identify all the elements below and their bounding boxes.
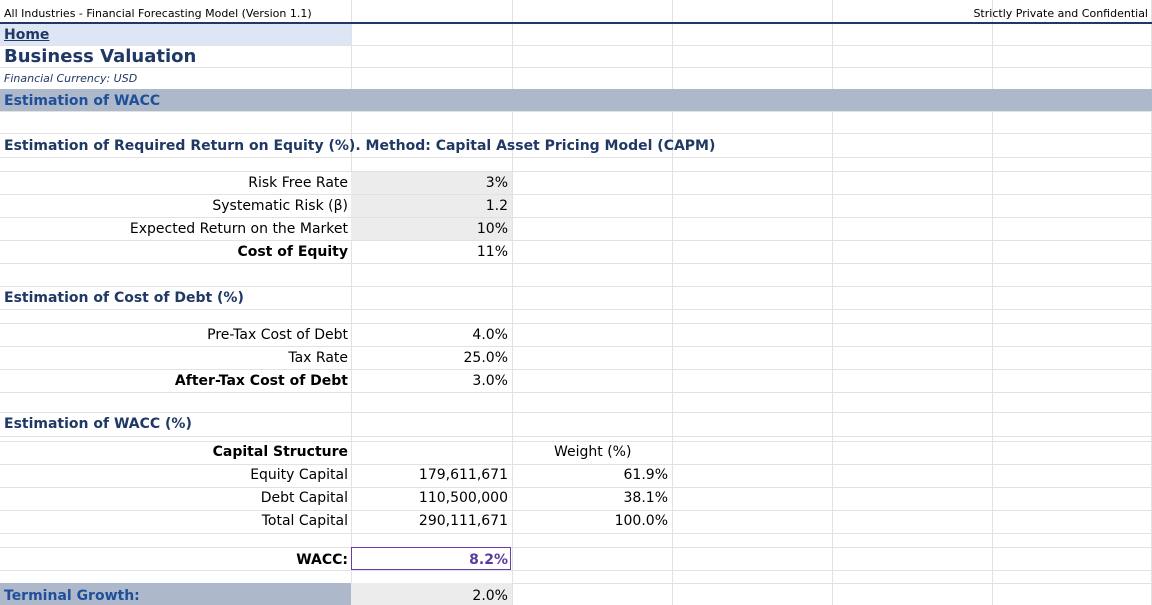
grid-row-line — [0, 194, 1152, 195]
pre-tax-cost-value[interactable]: 4.0% — [472, 327, 508, 343]
equity-capital-weight[interactable]: 61.9% — [623, 467, 668, 483]
wacc-value[interactable]: 8.2% — [469, 552, 508, 568]
expected-return-value[interactable]: 10% — [476, 221, 508, 237]
terminal-growth-band — [0, 583, 351, 605]
input-cell-bg — [351, 218, 512, 240]
debt-capital-amount[interactable]: 110,500,000 — [418, 490, 508, 506]
terminal-growth-value[interactable]: 2.0% — [472, 588, 508, 604]
grid-row-line — [0, 67, 1152, 68]
grid-row-line — [0, 263, 1152, 264]
grid-column-line — [832, 0, 833, 605]
grid-row-line — [0, 157, 1152, 158]
grid-row-line — [0, 583, 1152, 584]
grid-column-line — [512, 0, 513, 605]
section-band-title: Estimation of WACC — [4, 93, 161, 109]
wacc-heading: Estimation of WACC (%) — [4, 416, 192, 432]
currency-label: Financial Currency: USD — [4, 72, 138, 85]
grid-column-line — [672, 0, 673, 605]
wacc-label: WACC: — [296, 552, 348, 568]
capital-structure-label: Capital Structure — [212, 444, 348, 460]
weight-header: Weight (%) — [554, 444, 632, 460]
grid-row-line — [0, 171, 1152, 172]
grid-row-line — [0, 441, 1152, 442]
grid-row-line — [0, 323, 1152, 324]
systematic-risk-label: Systematic Risk (β) — [212, 198, 348, 214]
grid-row-line — [0, 570, 1152, 571]
page-title: Business Valuation — [4, 46, 197, 67]
grid-row-line — [0, 286, 1152, 287]
grid-row-line — [0, 133, 1152, 134]
debt-capital-label: Debt Capital — [260, 490, 348, 506]
equity-capital-amount[interactable]: 179,611,671 — [418, 467, 508, 483]
grid-row-line — [0, 436, 1152, 437]
home-link[interactable]: Home — [4, 27, 50, 43]
cost-of-equity-label: Cost of Equity — [237, 244, 348, 260]
risk-free-rate-label: Risk Free Rate — [248, 175, 348, 191]
tax-rate-value[interactable]: 25.0% — [463, 350, 508, 366]
header-rule — [0, 22, 1152, 24]
capm-heading: Estimation of Required Return on Equity … — [4, 138, 716, 154]
confidential-notice: Strictly Private and Confidential — [973, 7, 1148, 20]
grid-column-line — [351, 0, 352, 605]
pre-tax-cost-label: Pre-Tax Cost of Debt — [207, 327, 348, 343]
grid-column-line — [992, 0, 993, 605]
grid-row-line — [0, 412, 1152, 413]
section-band — [0, 89, 1152, 111]
input-cell-bg — [351, 195, 512, 217]
input-cell-bg — [351, 172, 512, 194]
grid-row-line — [0, 510, 1152, 511]
expected-return-label: Expected Return on the Market — [129, 221, 348, 237]
grid-row-line — [0, 547, 1152, 548]
systematic-risk-value[interactable]: 1.2 — [485, 198, 508, 214]
grid-row-line — [0, 487, 1152, 488]
wacc-result-cell[interactable] — [351, 547, 511, 570]
total-capital-label: Total Capital — [261, 513, 348, 529]
grid-row-line — [0, 240, 1152, 241]
grid-row-line — [0, 217, 1152, 218]
cost-of-debt-heading: Estimation of Cost of Debt (%) — [4, 290, 244, 306]
total-capital-amount[interactable]: 290,111,671 — [418, 513, 508, 529]
model-title: All Industries - Financial Forecasting M… — [4, 7, 312, 20]
cost-of-equity-value[interactable]: 11% — [476, 244, 508, 260]
grid-row-line — [0, 464, 1152, 465]
after-tax-cost-value[interactable]: 3.0% — [472, 373, 508, 389]
after-tax-cost-label: After-Tax Cost of Debt — [174, 373, 348, 389]
grid-row-line — [0, 369, 1152, 370]
total-capital-weight[interactable]: 100.0% — [614, 513, 668, 529]
input-cell-bg — [351, 583, 512, 605]
grid-row-line — [0, 45, 1152, 46]
risk-free-rate-value[interactable]: 3% — [485, 175, 508, 191]
grid-row-line — [0, 392, 1152, 393]
equity-capital-label: Equity Capital — [250, 467, 348, 483]
report-header: All Industries - Financial Forecasting M… — [0, 0, 1152, 22]
grid-row-line — [0, 111, 1152, 112]
home-cell — [0, 24, 351, 45]
grid-row-line — [0, 346, 1152, 347]
terminal-growth-label: Terminal Growth: — [4, 588, 140, 604]
debt-capital-weight[interactable]: 38.1% — [623, 490, 668, 506]
grid-row-line — [0, 309, 1152, 310]
tax-rate-label: Tax Rate — [288, 350, 348, 366]
grid-row-line — [0, 533, 1152, 534]
